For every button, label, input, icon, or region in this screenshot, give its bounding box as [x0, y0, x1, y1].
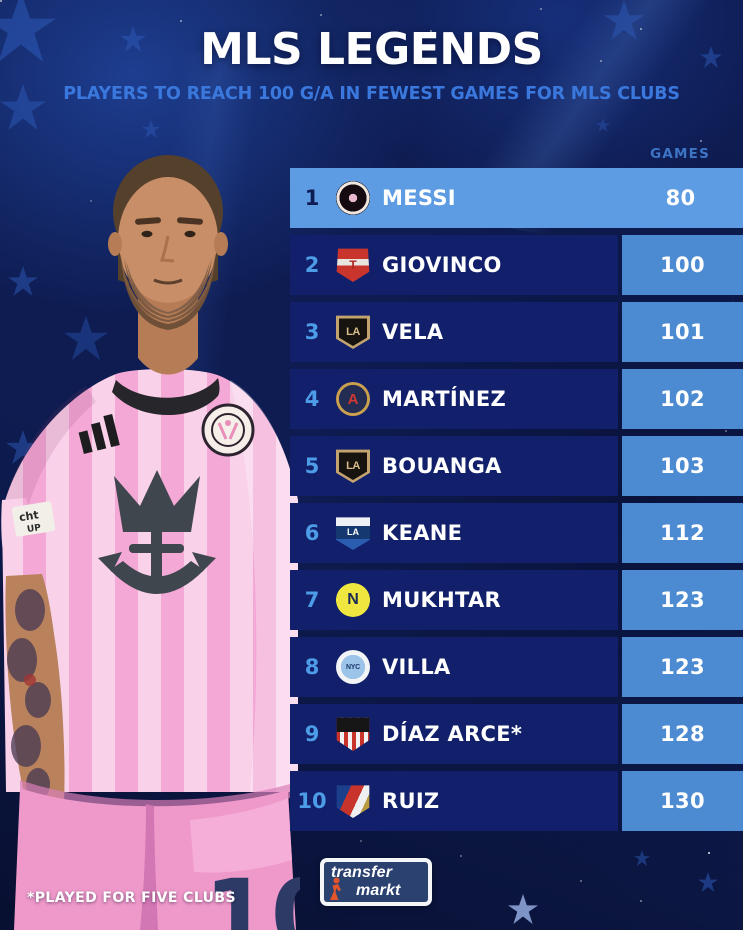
- club-badge-glyph: A: [347, 390, 359, 408]
- club-badge-lafc: LA: [336, 315, 370, 349]
- player-name: MUKHTAR: [382, 588, 502, 612]
- transfermarkt-logo: transfer markt: [320, 858, 432, 906]
- club-badge-fc-dallas: [336, 785, 370, 818]
- club-badge-nycfc: NYC: [336, 650, 370, 684]
- table-row-main: 4 A MARTÍNEZ: [290, 369, 618, 429]
- table-row-main: 7 N MUKHTAR: [290, 570, 618, 630]
- player-name: VILLA: [382, 655, 451, 679]
- shorts-number: 10: [204, 859, 300, 930]
- rank: 9: [304, 722, 320, 746]
- player-name: MESSI: [382, 186, 456, 210]
- table-row: 9 DÍAZ ARCE* 128: [290, 704, 743, 764]
- table-row: 8 NYC VILLA 123: [290, 637, 743, 697]
- table-row-main: 2 T GIOVINCO: [290, 235, 618, 295]
- games-value: 100: [622, 235, 743, 295]
- table-row-main: 10 RUIZ: [290, 771, 618, 831]
- messi-photo: cht UP 10: [1, 155, 300, 930]
- club-badge-la-galaxy: LA: [336, 517, 370, 550]
- club-badge-glyph: N: [347, 591, 359, 608]
- rank: 4: [304, 387, 320, 411]
- sleeve-patch-text: cht: [18, 508, 39, 524]
- brand-text-bottom: markt: [356, 881, 401, 899]
- rank: 6: [304, 521, 320, 545]
- table-row: 2 T GIOVINCO 100: [290, 235, 743, 295]
- club-badge-glyph: LA: [346, 325, 360, 338]
- table-row: 10 RUIZ 130: [290, 771, 743, 831]
- table-row-main: 3 LA VELA: [290, 302, 618, 362]
- games-column-header: GAMES: [650, 146, 710, 162]
- player-name: VELA: [382, 320, 444, 344]
- club-badge-glyph: LA: [346, 459, 360, 472]
- table-row: 5 LA BOUANGA 103: [290, 436, 743, 496]
- player-name: GIOVINCO: [382, 253, 502, 277]
- games-value: 80: [618, 168, 743, 228]
- rank: 3: [304, 320, 320, 344]
- rank: 8: [304, 655, 320, 679]
- table-row-main: 8 NYC VILLA: [290, 637, 618, 697]
- table-row: 6 LA KEANE 112: [290, 503, 743, 563]
- table-row: 7 N MUKHTAR 123: [290, 570, 743, 630]
- games-value: 128: [622, 704, 743, 764]
- games-value: 112: [622, 503, 743, 563]
- page-title: MLS LEGENDS: [200, 24, 543, 75]
- games-value: 123: [622, 570, 743, 630]
- games-value: 123: [622, 637, 743, 697]
- player-name: KEANE: [382, 521, 463, 545]
- table-row-main: 9 DÍAZ ARCE*: [290, 704, 618, 764]
- rank: 10: [297, 789, 327, 813]
- games-value: 102: [622, 369, 743, 429]
- club-badge-glyph: T: [349, 258, 357, 272]
- games-value: 130: [622, 771, 743, 831]
- games-value: 103: [622, 436, 743, 496]
- table-row: 4 A MARTÍNEZ 102: [290, 369, 743, 429]
- table-row-main: 6 LA KEANE: [290, 503, 618, 563]
- transfermarkt-logo-inner: transfer markt: [324, 862, 428, 902]
- games-value: 101: [622, 302, 743, 362]
- player-name: MARTÍNEZ: [382, 387, 507, 411]
- player-name: RUIZ: [382, 789, 440, 813]
- brand-text-top: transfer: [331, 864, 393, 881]
- rankings-table: 1 MESSI 80 2 T GIOVINCO 100 3: [290, 168, 743, 831]
- runner-icon: [330, 877, 341, 900]
- club-badge-nashville-sc: N: [336, 583, 370, 617]
- club-badge-dc-united: [336, 717, 370, 751]
- table-row: 1 MESSI 80: [290, 168, 743, 228]
- club-badge-toronto-fc: T: [336, 248, 370, 282]
- sparkle-dots: [0, 0, 2, 2]
- table-row: 3 LA VELA 101: [290, 302, 743, 362]
- rank: 1: [304, 186, 320, 210]
- table-row-main: 1 MESSI: [290, 168, 618, 228]
- club-badge-atlanta-united: A: [336, 382, 370, 416]
- club-badge-lafc: LA: [336, 449, 370, 483]
- page-subtitle: PLAYERS TO REACH 100 G/A IN FEWEST GAMES…: [63, 84, 680, 104]
- player-name: BOUANGA: [382, 454, 502, 478]
- club-badge-glyph: NYC: [346, 663, 360, 671]
- rank: 5: [304, 454, 320, 478]
- club-badge-glyph: LA: [347, 526, 359, 537]
- footnote: *PLAYED FOR FIVE CLUBS: [27, 890, 236, 906]
- rank: 2: [304, 253, 320, 277]
- club-badge-inter-miami: [336, 181, 370, 215]
- sleeve-patch-text2: UP: [26, 523, 42, 535]
- rank: 7: [304, 588, 320, 612]
- table-row-main: 5 LA BOUANGA: [290, 436, 618, 496]
- player-name: DÍAZ ARCE*: [382, 722, 523, 746]
